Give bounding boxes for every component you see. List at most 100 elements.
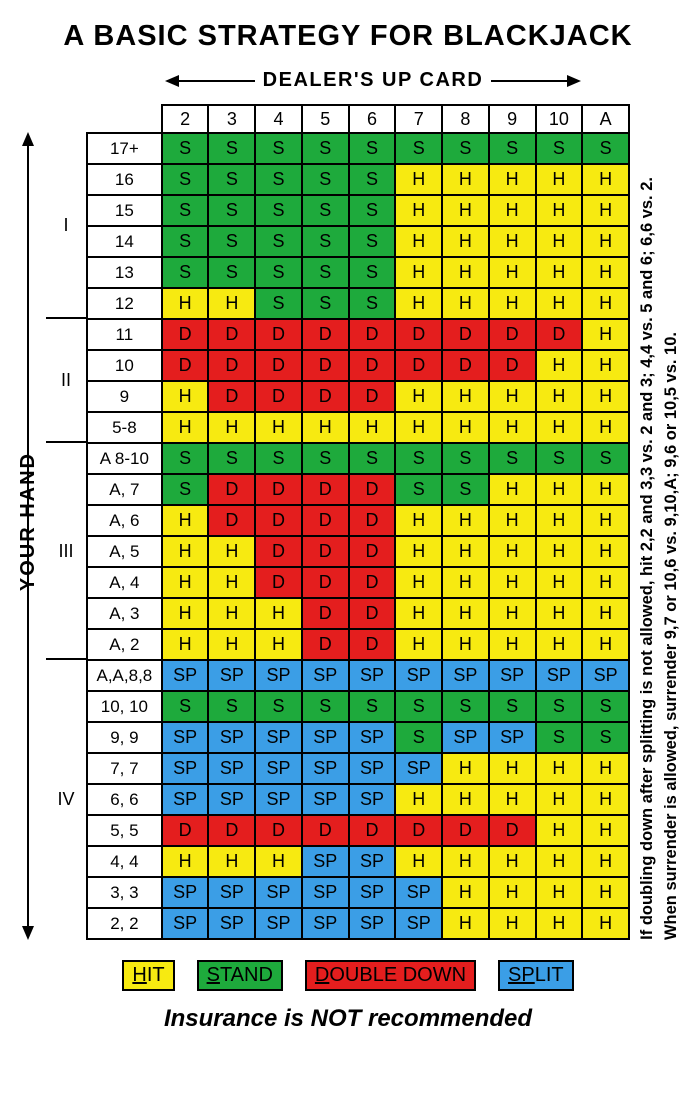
strategy-cell: H xyxy=(208,288,255,319)
strategy-cell: H xyxy=(536,536,583,567)
strategy-cell: H xyxy=(162,381,209,412)
strategy-cell: S xyxy=(162,443,209,474)
strategy-cell: SP xyxy=(255,753,302,784)
strategy-cell: S xyxy=(255,257,302,288)
strategy-cell: H xyxy=(489,846,536,877)
strategy-cell: H xyxy=(489,412,536,443)
hand-label: A, 6 xyxy=(87,505,162,536)
section-roman: IV xyxy=(46,789,86,810)
strategy-cell: S xyxy=(349,288,396,319)
strategy-cell: S xyxy=(302,443,349,474)
strategy-cell: SP xyxy=(395,660,442,691)
side-note-1: If doubling down after splitting is not … xyxy=(636,177,660,940)
strategy-cell: H xyxy=(255,846,302,877)
strategy-cell: D xyxy=(162,319,209,350)
strategy-cell: S xyxy=(208,226,255,257)
strategy-cell: SP xyxy=(489,660,536,691)
legend: HITSTANDDOUBLE DOWNSPLIT xyxy=(10,960,686,991)
strategy-cell: S xyxy=(442,474,489,505)
strategy-cell: H xyxy=(582,195,629,226)
strategy-cell: S xyxy=(349,133,396,164)
section-divider xyxy=(46,441,86,443)
strategy-cell: D xyxy=(395,815,442,846)
strategy-cell: H xyxy=(582,877,629,908)
strategy-cell: H xyxy=(582,629,629,660)
strategy-cell: S xyxy=(442,691,489,722)
strategy-cell: D xyxy=(349,350,396,381)
strategy-cell: H xyxy=(489,505,536,536)
strategy-cell: SP xyxy=(162,908,209,939)
strategy-cell: D xyxy=(302,598,349,629)
strategy-cell: H xyxy=(536,846,583,877)
strategy-cell: SP xyxy=(489,722,536,753)
strategy-cell: SP xyxy=(302,908,349,939)
strategy-cell: S xyxy=(582,722,629,753)
strategy-cell: S xyxy=(395,722,442,753)
strategy-cell: D xyxy=(349,474,396,505)
hand-label: 16 xyxy=(87,164,162,195)
strategy-cell: H xyxy=(536,908,583,939)
strategy-cell: H xyxy=(536,257,583,288)
strategy-cell: D xyxy=(442,319,489,350)
strategy-cell: SP xyxy=(302,753,349,784)
strategy-cell: SP xyxy=(349,722,396,753)
strategy-cell: H xyxy=(489,195,536,226)
table-row: A, 3HHHDDHHHHH xyxy=(87,598,629,629)
table-row: 6, 6SPSPSPSPSPHHHHH xyxy=(87,784,629,815)
strategy-cell: S xyxy=(395,691,442,722)
strategy-cell: D xyxy=(442,815,489,846)
section-divider xyxy=(46,658,86,660)
hand-label: 11 xyxy=(87,319,162,350)
hand-label: A, 7 xyxy=(87,474,162,505)
strategy-cell: H xyxy=(536,288,583,319)
strategy-cell: S xyxy=(302,257,349,288)
strategy-cell: H xyxy=(162,536,209,567)
strategy-cell: SP xyxy=(208,908,255,939)
strategy-cell: SP xyxy=(442,660,489,691)
strategy-cell: H xyxy=(162,288,209,319)
section-labels: IIIIIIIV xyxy=(46,104,86,940)
strategy-cell: H xyxy=(208,598,255,629)
table-row: 10DDDDDDDDHH xyxy=(87,350,629,381)
strategy-cell: H xyxy=(582,381,629,412)
strategy-cell: S xyxy=(442,443,489,474)
strategy-cell: S xyxy=(349,164,396,195)
table-row: 16SSSSSHHHHH xyxy=(87,164,629,195)
arrow-up-icon xyxy=(20,132,36,148)
table-row: 10, 10SSSSSSSSSS xyxy=(87,691,629,722)
legend-chip: HIT xyxy=(122,960,174,991)
strategy-cell: D xyxy=(349,598,396,629)
strategy-cell: S xyxy=(208,443,255,474)
strategy-cell: D xyxy=(208,381,255,412)
strategy-cell: D xyxy=(302,350,349,381)
strategy-cell: H xyxy=(442,567,489,598)
strategy-cell: H xyxy=(395,567,442,598)
section-roman: III xyxy=(46,541,86,562)
strategy-cell: S xyxy=(162,164,209,195)
strategy-cell: H xyxy=(255,412,302,443)
strategy-cell: S xyxy=(582,443,629,474)
strategy-cell: H xyxy=(162,629,209,660)
dealer-card-header: 9 xyxy=(489,105,536,133)
strategy-cell: S xyxy=(162,195,209,226)
hand-label: A,A,8,8 xyxy=(87,660,162,691)
strategy-cell: H xyxy=(208,846,255,877)
table-row: A, 4HHDDDHHHHH xyxy=(87,567,629,598)
strategy-cell: H xyxy=(395,226,442,257)
strategy-cell: H xyxy=(395,164,442,195)
strategy-cell: S xyxy=(536,133,583,164)
player-axis: YOUR HAND xyxy=(10,104,46,940)
strategy-cell: S xyxy=(349,443,396,474)
strategy-cell: D xyxy=(208,319,255,350)
strategy-cell: S xyxy=(162,257,209,288)
strategy-cell: D xyxy=(162,350,209,381)
table-row: A 8-10SSSSSSSSSS xyxy=(87,443,629,474)
strategy-cell: H xyxy=(536,195,583,226)
strategy-cell: S xyxy=(302,288,349,319)
table-row: 3, 3SPSPSPSPSPSPHHHH xyxy=(87,877,629,908)
legend-chip: SPLIT xyxy=(498,960,574,991)
strategy-cell: SP xyxy=(349,877,396,908)
strategy-cell: H xyxy=(536,784,583,815)
table-row: 5-8HHHHHHHHHH xyxy=(87,412,629,443)
strategy-cell: D xyxy=(255,350,302,381)
